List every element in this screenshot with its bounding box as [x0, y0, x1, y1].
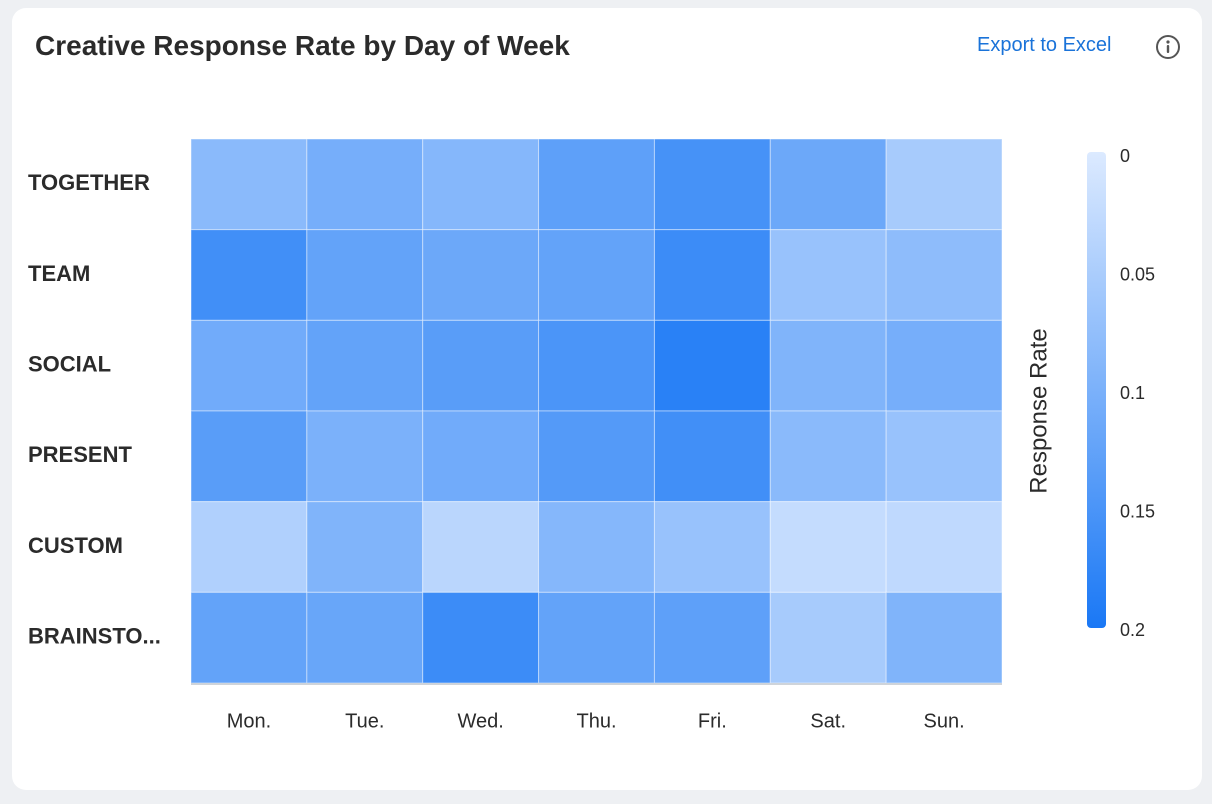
heatmap-cell[interactable]	[885, 138, 1003, 231]
heatmap-cell[interactable]	[306, 410, 424, 503]
x-axis-labels: Mon. Tue. Wed. Thu. Fri. Sat. Sun.	[227, 710, 965, 732]
heatmap-cell[interactable]	[190, 501, 308, 593]
heatmap-cell[interactable]	[306, 229, 424, 321]
heatmap-cell[interactable]	[538, 410, 655, 503]
colorbar-tick-label: 0.1	[1120, 383, 1145, 403]
heatmap-cell[interactable]	[885, 591, 1003, 684]
y-tick-label: TEAM	[28, 261, 90, 286]
y-axis-labels: TOGETHER TEAM SOCIAL PRESENT CUSTOM BRAINSTO.…	[28, 170, 161, 648]
heatmap-cell[interactable]	[653, 410, 771, 503]
heatmap-cell[interactable]	[422, 501, 540, 593]
heatmap-cell[interactable]	[769, 591, 887, 684]
heatmap-cell[interactable]	[538, 319, 655, 412]
y-tick-label: BRAINSTO...	[28, 623, 161, 648]
x-tick-label: Sat.	[810, 710, 846, 732]
heatmap-cell[interactable]	[885, 410, 1003, 503]
heatmap-cell[interactable]	[190, 138, 308, 231]
heatmap-cell[interactable]	[422, 410, 540, 503]
heatmap-cell[interactable]	[422, 591, 540, 684]
colorbar	[1087, 152, 1106, 628]
colorbar-tick-label: 0.15	[1120, 501, 1155, 521]
heatmap-cell[interactable]	[538, 229, 655, 321]
colorbar-tick-label: 0	[1120, 146, 1130, 166]
colorbar-tick-label: 0.05	[1120, 264, 1155, 284]
heatmap-cell[interactable]	[885, 229, 1003, 321]
heatmap-cell[interactable]	[306, 591, 424, 684]
heatmap-cell[interactable]	[769, 229, 887, 321]
y-tick-label: SOCIAL	[28, 351, 111, 376]
heatmap-cell[interactable]	[422, 229, 540, 321]
heatmap-cell[interactable]	[190, 591, 308, 684]
x-tick-label: Tue.	[345, 710, 384, 732]
y-tick-label: TOGETHER	[28, 170, 150, 195]
heatmap-cell[interactable]	[538, 501, 655, 593]
heatmap-cells	[190, 138, 1003, 684]
colorbar-label: Response Rate	[1025, 328, 1052, 493]
heatmap-cell[interactable]	[306, 138, 424, 231]
heatmap-cell[interactable]	[653, 229, 771, 321]
heatmap-cell[interactable]	[885, 501, 1003, 593]
colorbar-ticks: 0 0.05 0.1 0.15 0.2	[1120, 146, 1155, 640]
heatmap-cell[interactable]	[885, 319, 1003, 412]
heatmap-cell[interactable]	[538, 591, 655, 684]
heatmap-cell[interactable]	[190, 319, 308, 412]
x-tick-label: Wed.	[457, 710, 503, 732]
heatmap-cell[interactable]	[653, 319, 771, 412]
heatmap-cell[interactable]	[769, 501, 887, 593]
info-icon[interactable]	[1155, 34, 1181, 60]
heatmap-cell[interactable]	[190, 229, 308, 321]
heatmap-cell[interactable]	[190, 410, 308, 503]
y-tick-label: CUSTOM	[28, 533, 123, 558]
heatmap-cell[interactable]	[306, 319, 424, 412]
x-tick-label: Sun.	[923, 710, 964, 732]
x-tick-label: Mon.	[227, 710, 271, 732]
colorbar-tick-label: 0.2	[1120, 620, 1145, 640]
heatmap-cell[interactable]	[769, 138, 887, 231]
heatmap-cell[interactable]	[538, 138, 655, 231]
y-tick-label: PRESENT	[28, 442, 132, 467]
heatmap-cell[interactable]	[769, 410, 887, 503]
page-title: Creative Response Rate by Day of Week	[35, 30, 570, 61]
x-tick-label: Thu.	[576, 710, 616, 732]
heatmap-cell[interactable]	[769, 319, 887, 412]
heatmap-cell[interactable]	[653, 138, 771, 231]
x-tick-label: Fri.	[698, 710, 727, 732]
heatmap-cell[interactable]	[422, 319, 540, 412]
export-to-excel-link[interactable]: Export to Excel	[977, 34, 1112, 56]
heatmap-cell[interactable]	[653, 591, 771, 684]
heatmap-cell[interactable]	[422, 138, 540, 231]
heatmap-cell[interactable]	[306, 501, 424, 593]
heatmap-cell[interactable]	[653, 501, 771, 593]
